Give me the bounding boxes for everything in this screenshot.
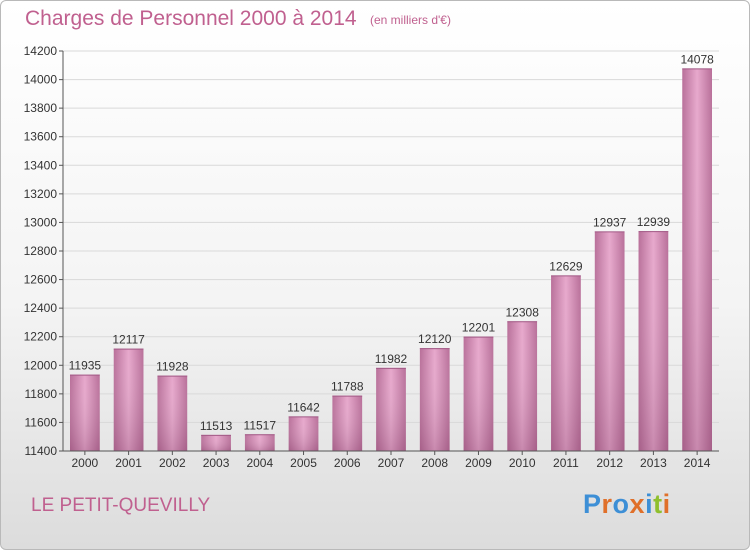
logo-letter: o	[612, 489, 630, 519]
data-label: 11517	[244, 418, 277, 432]
y-tick-label: 14000	[24, 73, 58, 87]
logo-letter: P	[583, 489, 602, 519]
logo-letter: x	[629, 489, 646, 519]
x-tick-label: 2003	[203, 456, 230, 470]
proxiti-logo: Proxiti	[583, 489, 671, 520]
x-tick-label: 2009	[465, 456, 492, 470]
x-tick-label: 2007	[378, 456, 405, 470]
y-tick-label: 13800	[24, 101, 58, 115]
chart-subtitle: (en milliers d'€)	[370, 13, 451, 27]
data-label: 11935	[69, 359, 102, 373]
bar-shade	[244, 434, 275, 451]
x-tick-label: 2008	[421, 456, 448, 470]
y-tick-label: 11800	[25, 387, 58, 401]
bar-shade	[463, 336, 494, 451]
y-tick-label: 12000	[24, 358, 58, 372]
bar-shade	[551, 275, 581, 451]
bar-shade	[638, 231, 669, 451]
bar-shade	[157, 375, 188, 451]
y-tick-label: 13600	[24, 130, 58, 144]
bar-shade	[376, 367, 406, 451]
y-tick-label: 12600	[24, 273, 58, 287]
data-label: 12120	[418, 332, 452, 346]
y-tick-label: 11600	[25, 415, 58, 429]
y-tick-label: 11400	[25, 444, 58, 458]
x-tick-label: 2002	[159, 456, 186, 470]
x-tick-label: 2011	[553, 456, 579, 470]
data-label: 11928	[156, 360, 189, 374]
x-tick-label: 2014	[684, 456, 711, 470]
x-tick-label: 2000	[72, 456, 99, 470]
bar-shade	[507, 321, 538, 451]
chart-title: Charges de Personnel 2000 à 2014	[25, 7, 357, 30]
data-label: 14078	[680, 52, 714, 66]
data-label: 11642	[287, 400, 320, 414]
bar-shade	[201, 434, 231, 451]
y-tick-label: 13400	[24, 158, 58, 172]
bar-shade	[682, 68, 713, 451]
y-tick-label: 12800	[24, 244, 58, 258]
bar-shade	[594, 231, 625, 451]
logo-letter: i	[645, 489, 654, 519]
bars	[69, 68, 713, 451]
commune-name: LE PETIT-QUEVILLY	[31, 495, 211, 516]
x-tick-label: 2013	[640, 456, 667, 470]
data-label: 12937	[593, 215, 627, 229]
data-label: 12201	[462, 321, 496, 335]
logo-letter: t	[653, 489, 663, 519]
x-tick-label: 2012	[596, 456, 623, 470]
data-label: 12308	[506, 305, 540, 319]
data-label: 12629	[549, 259, 583, 273]
x-tick-label: 2010	[509, 456, 536, 470]
x-tick-label: 2006	[334, 456, 361, 470]
logo-letter: i	[662, 489, 671, 519]
bar-shade	[419, 348, 450, 451]
y-tick-label: 13000	[24, 215, 58, 229]
x-tick-label: 2004	[246, 456, 273, 470]
data-label: 12939	[637, 215, 671, 229]
y-tick-label: 13200	[24, 187, 58, 201]
axes	[59, 50, 719, 455]
bar-shade	[113, 348, 144, 451]
data-label: 11982	[375, 352, 408, 366]
data-label: 11788	[331, 380, 364, 394]
bar-shade	[332, 395, 363, 451]
x-tick-label: 2005	[290, 456, 317, 470]
y-tick-label: 14200	[24, 44, 58, 58]
y-tick-label: 12400	[24, 301, 58, 315]
y-tick-label: 12200	[24, 330, 58, 344]
data-label: 12117	[112, 333, 145, 347]
x-tick-label: 2001	[115, 456, 142, 470]
bar-shade	[69, 374, 100, 451]
logo-letter: r	[601, 489, 613, 519]
data-label: 11513	[200, 419, 233, 433]
bar-shade	[288, 416, 319, 451]
labels: 11400 11600 11800 12000 12200 12400 12600 12800…	[24, 44, 715, 470]
